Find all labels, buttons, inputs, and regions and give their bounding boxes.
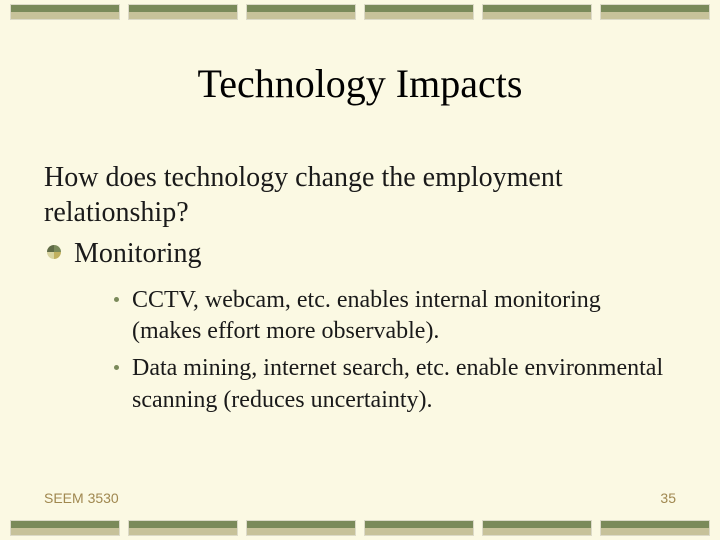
footer-page-number: 35 <box>660 490 676 506</box>
bullet-monitoring: Monitoring <box>44 236 676 271</box>
dot-icon <box>114 297 119 302</box>
sub-bullet: Data mining, internet search, etc. enabl… <box>114 353 676 415</box>
pie-bullet-icon <box>46 244 62 260</box>
sub-bullet: CCTV, webcam, etc. enables internal moni… <box>114 285 676 347</box>
slide-body: How does technology change the employmen… <box>44 160 676 422</box>
bar-segment <box>364 4 474 20</box>
slide: Technology Impacts How does technology c… <box>0 0 720 540</box>
sub-bullet-text: Data mining, internet search, etc. enabl… <box>132 355 663 412</box>
decorative-bar-bottom <box>0 520 720 536</box>
bar-segment <box>246 520 356 536</box>
bar-segment <box>246 4 356 20</box>
sub-bullet-text: CCTV, webcam, etc. enables internal moni… <box>132 287 601 344</box>
bar-segment <box>482 4 592 20</box>
bar-segment <box>10 520 120 536</box>
sub-bullet-list: CCTV, webcam, etc. enables internal moni… <box>44 285 676 416</box>
bar-segment <box>10 4 120 20</box>
slide-title: Technology Impacts <box>0 60 720 107</box>
bar-segment <box>482 520 592 536</box>
bar-segment <box>600 4 710 20</box>
bullet-monitoring-label: Monitoring <box>74 238 202 269</box>
body-intro: How does technology change the employmen… <box>44 160 676 230</box>
footer-course-code: SEEM 3530 <box>44 490 119 506</box>
dot-icon <box>114 365 119 370</box>
bar-segment <box>128 520 238 536</box>
bar-segment <box>364 520 474 536</box>
decorative-bar-top <box>0 4 720 20</box>
bar-segment <box>128 4 238 20</box>
bar-segment <box>600 520 710 536</box>
